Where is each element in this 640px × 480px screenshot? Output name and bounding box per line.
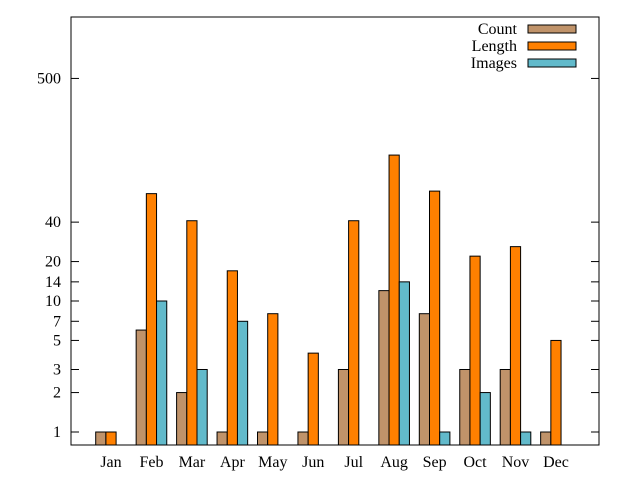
x-tick-label: Mar (179, 454, 206, 471)
y-tick-label: 1 (53, 424, 61, 441)
bar-length-may (267, 313, 279, 446)
bar-count-mar (176, 392, 188, 446)
legend-swatch-length (527, 41, 577, 51)
bar-images-aug (398, 281, 410, 446)
y-tick-label: 2 (53, 385, 61, 402)
bar-images-nov (520, 431, 532, 446)
y-tick-label: 20 (45, 254, 61, 271)
x-tick-label: Jun (302, 454, 324, 471)
plot-border (70, 16, 600, 446)
bars-layer (95, 154, 562, 446)
x-tick-label: Jul (344, 454, 363, 471)
x-tick-label: Feb (139, 454, 163, 471)
bar-length-dec (550, 339, 562, 446)
bar-length-aug (388, 154, 400, 446)
y-tick-label: 5 (53, 332, 61, 349)
bar-length-nov (509, 246, 522, 446)
bar-count-sep (418, 313, 430, 446)
x-tick-label: Apr (220, 454, 246, 471)
y-tick-label: 14 (45, 274, 61, 291)
x-tick-label: Jan (100, 454, 121, 471)
bar-length-oct (469, 255, 481, 446)
x-tick-label: Nov (502, 454, 530, 471)
legend-label: Images (471, 55, 517, 72)
bar-images-oct (479, 392, 491, 446)
bar-length-jul (348, 220, 360, 446)
bar-images-sep (439, 431, 451, 446)
y-tick-label: 3 (53, 361, 61, 378)
y-tick-label: 500 (37, 70, 61, 87)
legend-label: Length (472, 38, 517, 55)
bar-length-apr (226, 270, 238, 446)
bar-length-jan (105, 431, 117, 446)
bar-count-feb (135, 329, 147, 446)
bar-images-feb (156, 300, 168, 446)
y-axis: 1 2 3 5 7 10 14 20 40 500 (37, 70, 599, 441)
legend-label: Count (478, 21, 518, 38)
bar-count-oct (459, 368, 471, 446)
y-tick-label: 10 (45, 293, 61, 310)
x-tick-label: Dec (543, 454, 569, 471)
x-tick-label: Oct (463, 454, 487, 471)
x-tick-label: Sep (423, 454, 447, 471)
bar-count-aug (378, 290, 390, 446)
bar-length-mar (186, 220, 198, 446)
bar-length-feb (145, 193, 158, 446)
legend-swatch-images (527, 58, 577, 68)
bar-count-jul (337, 368, 350, 446)
bar-length-sep (429, 190, 441, 446)
bar-count-apr (216, 431, 228, 446)
x-tick-label: May (258, 454, 287, 471)
y-tick-label: 40 (45, 214, 61, 231)
bar-count-jun (297, 431, 309, 446)
bar-images-mar (196, 368, 208, 446)
legend-swatch-count (527, 24, 577, 34)
bar-count-may (257, 431, 269, 446)
x-axis: Jan Feb Mar Apr May Jun Jul Aug Sep Oct Nov Dec (100, 454, 568, 471)
bar-count-jan (95, 431, 107, 446)
bar-length-jun (307, 352, 319, 446)
y-tick-label: 7 (53, 313, 61, 330)
bar-count-nov (499, 368, 511, 446)
bar-images-apr (236, 320, 249, 446)
x-tick-label: Aug (380, 454, 408, 471)
bar-count-dec (540, 431, 552, 446)
